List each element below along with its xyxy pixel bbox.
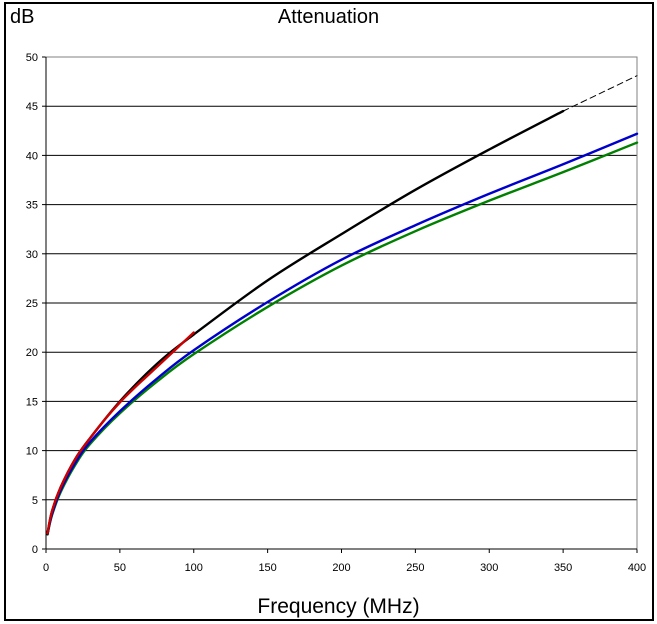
y-tick-label: 35 — [26, 200, 38, 212]
x-axis-label: Frequency (MHz) — [257, 595, 420, 618]
x-tick-label: 350 — [554, 562, 572, 574]
series-line-4 — [562, 75, 638, 112]
y-tick-label: 10 — [26, 446, 38, 458]
y-tick-label: 15 — [26, 396, 38, 408]
y-tick-label: 45 — [26, 101, 38, 113]
y-tick-label: 20 — [26, 347, 38, 359]
y-tick-label: 30 — [26, 249, 38, 261]
y-tick-label: 40 — [26, 150, 38, 162]
x-tick-label: 150 — [258, 562, 276, 574]
chart-title: Attenuation — [277, 6, 380, 28]
x-tick-label: 0 — [43, 562, 49, 574]
y-tick-label: 25 — [26, 298, 38, 310]
y-tick-label: 50 — [26, 52, 38, 64]
chart-frame — [4, 2, 654, 621]
y-tick-label: 0 — [32, 544, 38, 556]
y-axis-label: dB — [10, 6, 35, 28]
series-line-2 — [46, 141, 639, 536]
x-tick-label: 50 — [114, 562, 126, 574]
x-tick-label: 400 — [628, 562, 646, 574]
x-tick-label: 300 — [480, 562, 498, 574]
x-tick-label: 100 — [185, 562, 203, 574]
series-line-0 — [46, 331, 195, 535]
y-tick-label: 5 — [32, 495, 38, 507]
series-line-1 — [46, 132, 639, 536]
x-tick-label: 200 — [332, 562, 350, 574]
x-tick-label: 250 — [406, 562, 424, 574]
series-line-3 — [46, 109, 565, 536]
